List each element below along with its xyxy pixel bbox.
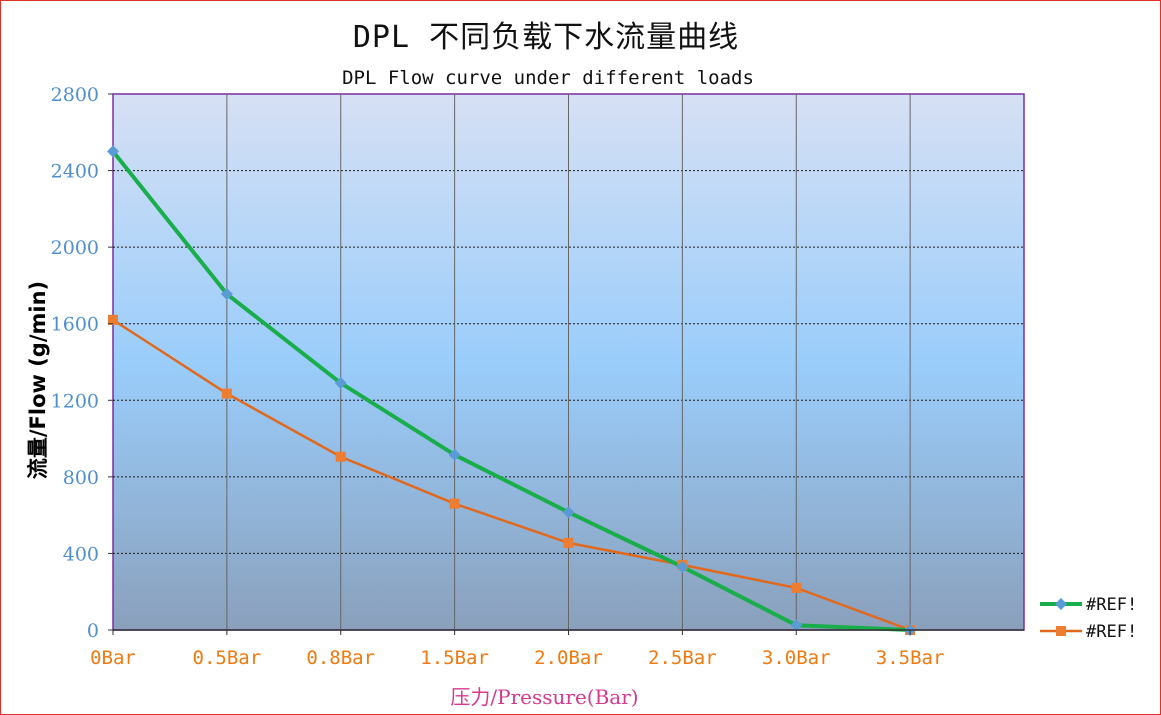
series-line-1: [111, 150, 911, 632]
series-1-marker: [107, 145, 119, 158]
y-tick-label: 2400: [51, 161, 99, 183]
x-tick-label: 0.8Bar: [306, 647, 375, 669]
x-tick-label: 0Bar: [90, 647, 136, 669]
series-2-marker: [335, 451, 346, 462]
chart-main-title: DPL 不同负载下水流量曲线: [352, 20, 740, 55]
series-2-marker: [221, 388, 232, 399]
y-tick-label: 2800: [51, 84, 99, 106]
series-1-marker: [448, 448, 461, 461]
series-1-marker: [220, 288, 233, 301]
x-tick-label: 3.0Bar: [762, 647, 831, 669]
y-tick-label: 1600: [51, 314, 99, 336]
x-tick-label: 2.0Bar: [534, 647, 603, 669]
x-axis-label: 压力/Pressure(Bar): [450, 685, 638, 709]
x-tick-label: 0.5Bar: [193, 647, 262, 669]
series-1-marker: [562, 506, 575, 519]
legend-label-2: #REF!: [1086, 622, 1137, 642]
series-2-marker: [563, 537, 574, 548]
y-tick-label: 2000: [51, 237, 99, 259]
series-1-marker: [334, 377, 347, 390]
series-1-marker: [676, 560, 689, 573]
series-2-marker: [449, 498, 460, 509]
y-tick-label: 1200: [51, 390, 99, 412]
x-tick-label: 2.5Bar: [648, 647, 717, 669]
series-2-marker: [108, 314, 118, 325]
series-line-2: [112, 318, 911, 632]
y-tick-label: 0: [87, 620, 99, 642]
legend-marker-2: [1056, 626, 1066, 636]
x-tick-label: 1.5Bar: [420, 647, 489, 669]
legend-marker-1: [1055, 598, 1067, 610]
y-axis-label: 流量/Flow (g/min): [26, 281, 50, 479]
chart-subtitle: DPL Flow curve under different loads: [342, 67, 754, 89]
y-tick-label: 800: [63, 467, 99, 489]
legend-label-1: #REF!: [1086, 595, 1137, 615]
x-tick-label: 3.5Bar: [876, 647, 945, 669]
series-1-marker: [790, 619, 803, 632]
series-2-marker: [791, 582, 802, 593]
y-tick-label: 400: [63, 543, 99, 565]
